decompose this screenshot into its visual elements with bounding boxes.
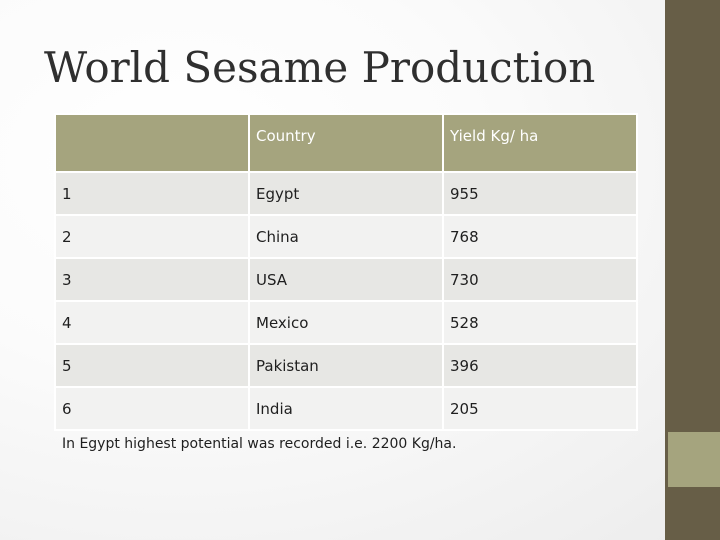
yield-cell: 396	[442, 343, 638, 388]
rank-cell: 1	[54, 171, 250, 216]
country-cell: China	[248, 214, 444, 259]
slide-title: World Sesame Production	[44, 43, 596, 92]
table-row: 4 Mexico 528	[54, 300, 638, 345]
country-cell: Mexico	[248, 300, 444, 345]
table-header-row: Country Yield Kg/ ha	[54, 113, 638, 173]
header-yield: Yield Kg/ ha	[442, 113, 638, 173]
rank-cell: 6	[54, 386, 250, 431]
production-table: Country Yield Kg/ ha 1 Egypt 955 2 China…	[54, 113, 638, 431]
table-row: 3 USA 730	[54, 257, 638, 302]
table-row: 6 India 205	[54, 386, 638, 431]
header-rank	[54, 113, 250, 173]
yield-cell: 528	[442, 300, 638, 345]
country-cell: Egypt	[248, 171, 444, 216]
table-row: 1 Egypt 955	[54, 171, 638, 216]
rank-cell: 5	[54, 343, 250, 388]
footnote: In Egypt highest potential was recorded …	[62, 436, 457, 452]
rank-cell: 2	[54, 214, 250, 259]
yield-cell: 205	[442, 386, 638, 431]
country-cell: Pakistan	[248, 343, 444, 388]
sidebar-accent-block	[668, 432, 720, 487]
country-cell: USA	[248, 257, 444, 302]
rank-cell: 3	[54, 257, 250, 302]
header-country: Country	[248, 113, 444, 173]
table-row: 5 Pakistan 396	[54, 343, 638, 388]
yield-cell: 730	[442, 257, 638, 302]
yield-cell: 955	[442, 171, 638, 216]
table-row: 2 China 768	[54, 214, 638, 259]
country-cell: India	[248, 386, 444, 431]
rank-cell: 4	[54, 300, 250, 345]
yield-cell: 768	[442, 214, 638, 259]
